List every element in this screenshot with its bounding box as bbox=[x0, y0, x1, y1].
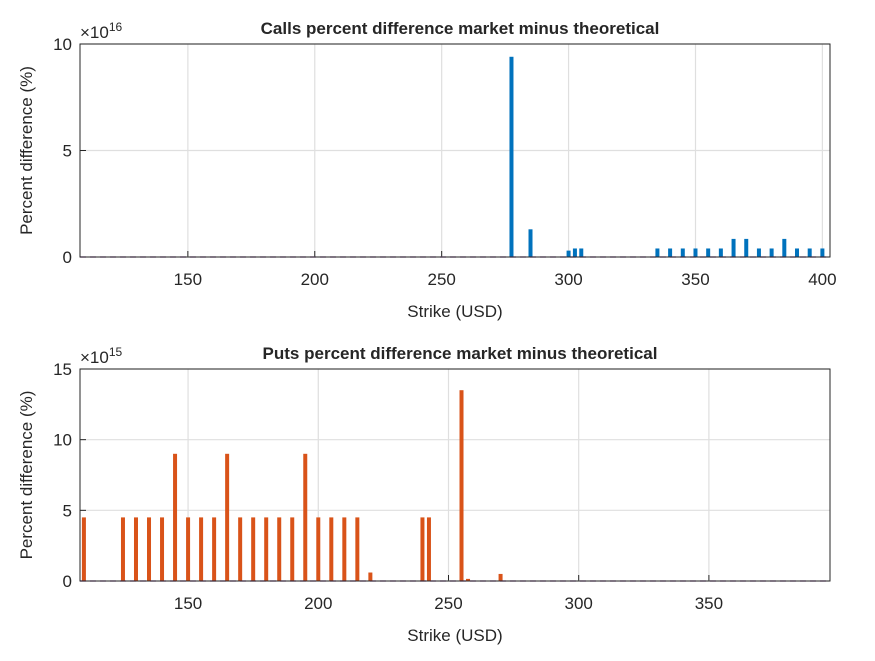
bar bbox=[528, 229, 533, 257]
bar bbox=[572, 248, 577, 257]
bar bbox=[668, 248, 673, 257]
bar bbox=[693, 248, 698, 257]
x-axis-label: Strike (USD) bbox=[407, 626, 502, 645]
bar bbox=[186, 517, 191, 581]
x-tick-label: 300 bbox=[554, 270, 582, 289]
x-tick-label: 250 bbox=[427, 270, 455, 289]
bar bbox=[173, 453, 178, 581]
y-multiplier: ×1016 bbox=[80, 20, 123, 42]
bar bbox=[342, 517, 347, 581]
bar bbox=[277, 517, 282, 581]
x-axis-label: Strike (USD) bbox=[407, 302, 502, 321]
bar bbox=[251, 517, 256, 581]
bar bbox=[238, 517, 243, 581]
bar bbox=[290, 517, 295, 581]
y-tick-label: 10 bbox=[53, 35, 72, 54]
bar bbox=[706, 248, 711, 257]
bar bbox=[199, 517, 204, 581]
bar bbox=[426, 517, 431, 581]
axes-box bbox=[79, 368, 831, 582]
x-tick-label: 300 bbox=[565, 594, 593, 613]
x-tick-label: 200 bbox=[301, 270, 329, 289]
x-tick-label: 150 bbox=[174, 270, 202, 289]
y-tick-label: 0 bbox=[63, 572, 72, 591]
bar bbox=[756, 248, 761, 257]
bar bbox=[225, 453, 230, 581]
bar bbox=[329, 517, 334, 581]
bar bbox=[769, 248, 774, 257]
y-multiplier: ×1015 bbox=[80, 345, 123, 367]
multiplier-exponent: 16 bbox=[109, 20, 123, 34]
x-tick-label: 150 bbox=[174, 594, 202, 613]
bar bbox=[459, 390, 464, 581]
bar bbox=[420, 517, 425, 581]
bar bbox=[655, 248, 660, 257]
multiplier-exponent: 15 bbox=[109, 345, 123, 359]
bar bbox=[795, 248, 800, 257]
y-axis-label: Percent difference (%) bbox=[17, 391, 36, 560]
bar bbox=[120, 517, 125, 581]
bar bbox=[680, 248, 685, 257]
bar bbox=[81, 517, 86, 581]
bar bbox=[579, 248, 584, 257]
bar bbox=[731, 238, 736, 257]
axes-box bbox=[79, 43, 831, 258]
x-tick-label: 200 bbox=[304, 594, 332, 613]
bar bbox=[509, 56, 514, 257]
bar bbox=[782, 238, 787, 257]
bar bbox=[466, 578, 471, 581]
bar bbox=[133, 517, 138, 581]
bar bbox=[303, 453, 308, 581]
multiplier-base: ×10 bbox=[80, 23, 109, 42]
bar bbox=[368, 572, 373, 581]
bar bbox=[744, 238, 749, 257]
y-tick-label: 5 bbox=[63, 142, 72, 161]
bar bbox=[316, 517, 321, 581]
y-tick-label: 15 bbox=[53, 360, 72, 379]
bar bbox=[498, 573, 503, 581]
bar bbox=[566, 250, 571, 257]
x-tick-label: 250 bbox=[434, 594, 462, 613]
x-tick-label: 350 bbox=[681, 270, 709, 289]
bar bbox=[718, 248, 723, 257]
bar bbox=[807, 248, 812, 257]
y-axis-label: Percent difference (%) bbox=[17, 66, 36, 235]
bar bbox=[264, 517, 269, 581]
bar bbox=[820, 248, 825, 257]
x-tick-label: 400 bbox=[808, 270, 836, 289]
bar bbox=[212, 517, 217, 581]
bar bbox=[147, 517, 152, 581]
y-tick-label: 0 bbox=[63, 248, 72, 267]
bar bbox=[160, 517, 165, 581]
y-tick-label: 5 bbox=[63, 501, 72, 520]
multiplier-base: ×10 bbox=[80, 348, 109, 367]
x-tick-label: 350 bbox=[695, 594, 723, 613]
chart-title: Puts percent difference market minus the… bbox=[263, 344, 658, 363]
chart-title: Calls percent difference market minus th… bbox=[261, 19, 660, 38]
bar bbox=[355, 517, 360, 581]
y-tick-label: 10 bbox=[53, 431, 72, 450]
